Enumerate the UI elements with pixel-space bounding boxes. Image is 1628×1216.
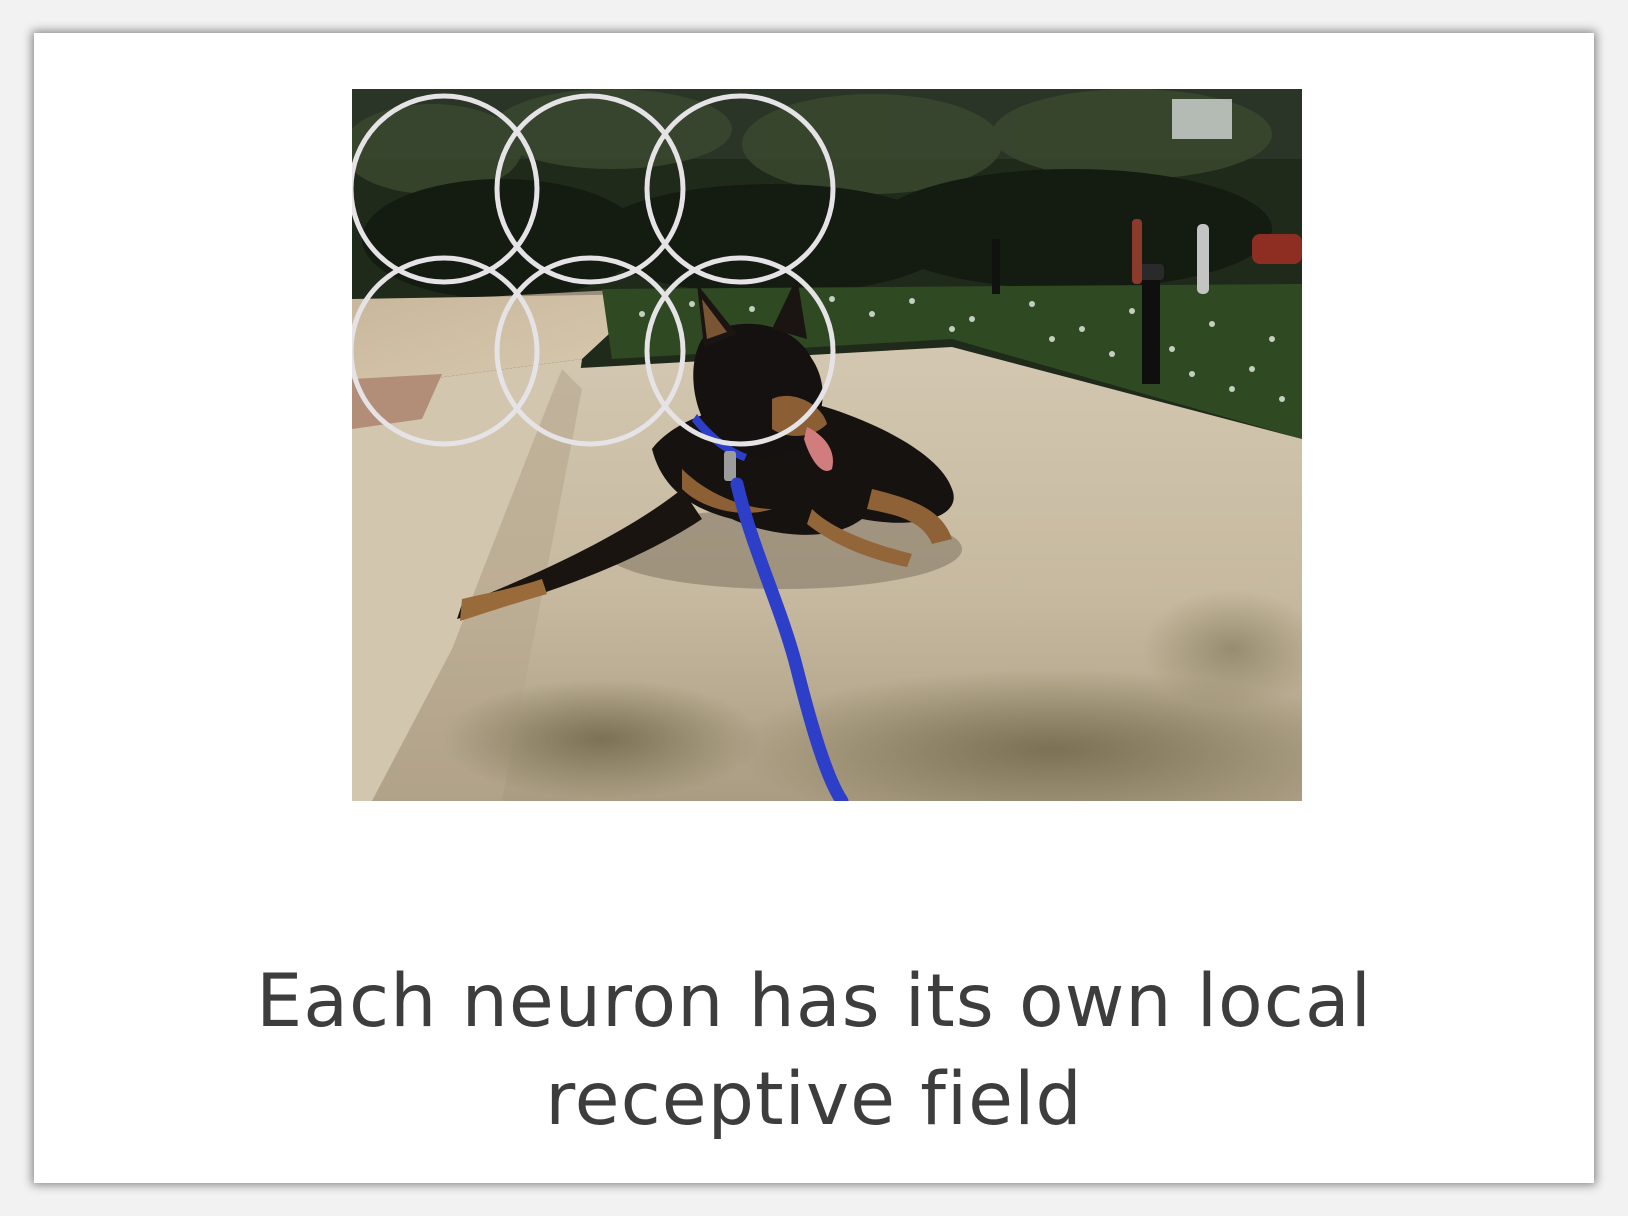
dog-photo: [352, 89, 1302, 801]
slide-caption: Each neuron has its own local receptive …: [34, 953, 1594, 1149]
caption-line-1: Each neuron has its own local: [256, 959, 1372, 1044]
slide: Each neuron has its own local receptive …: [34, 33, 1594, 1183]
caption-line-2: receptive field: [545, 1057, 1083, 1142]
